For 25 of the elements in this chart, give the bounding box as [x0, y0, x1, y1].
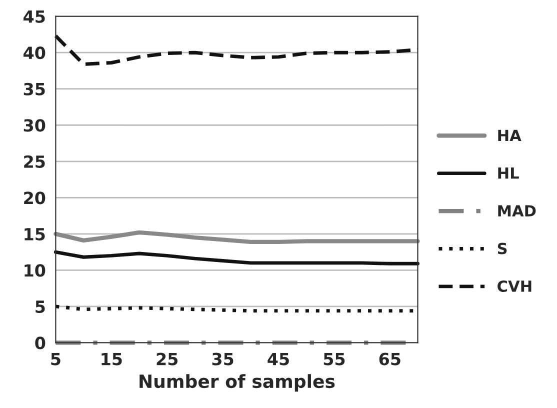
y-tick-label: 15	[24, 228, 45, 240]
x-tick-label: 5	[51, 352, 60, 366]
legend-label: HL	[498, 168, 519, 179]
legend-label: HA	[498, 130, 522, 141]
x-tick-label: 35	[212, 352, 234, 366]
y-tick-label: 30	[24, 119, 46, 132]
x-tick-label: 45	[268, 352, 289, 366]
y-tick-label: 25	[24, 155, 45, 168]
x-tick-label: 25	[156, 352, 178, 366]
x-tick-label: 15	[102, 352, 122, 366]
line-series	[54, 230, 420, 244]
legend-label: MAD	[498, 205, 536, 216]
x-tick-label: 65	[379, 352, 400, 366]
y-tick-label: 0	[35, 336, 46, 350]
y-tick-label: 45	[24, 10, 45, 23]
x-tick-label: 55	[324, 352, 345, 366]
x-axis-title: Number of samples	[140, 374, 335, 392]
legend-label: CVH	[498, 280, 532, 292]
y-tick-label: 40	[24, 46, 46, 60]
y-tick-label: 20	[24, 192, 46, 204]
line-series	[54, 250, 420, 266]
legend-label: S	[498, 242, 507, 254]
y-tick-label: 10	[24, 264, 46, 277]
y-tick-label: 5	[36, 300, 45, 314]
y-tick-label: 35	[24, 82, 45, 96]
